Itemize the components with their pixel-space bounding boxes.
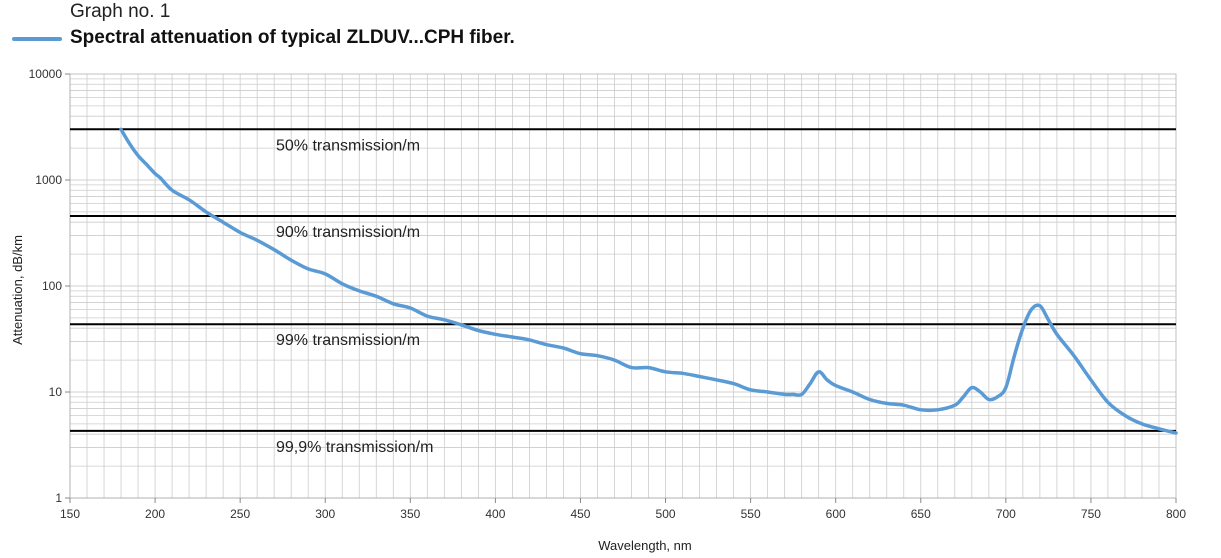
y-tick-label: 100 [42,279,62,293]
reference-line-label: 90% transmission/m [276,224,420,241]
series-group [119,127,1178,435]
reference-line-label: 50% transmission/m [276,137,420,154]
reference-line-label: 99% transmission/m [276,332,420,349]
y-axis-title: Attenuation, dB/km [10,235,25,345]
y-tick-label: 10000 [29,67,63,81]
y-tick-label: 10 [49,385,63,399]
legend-title: Spectral attenuation of typical ZLDUV...… [70,27,515,48]
x-tick-label: 600 [826,507,846,521]
x-tick-label: 550 [741,507,761,521]
reference-line-label: 99,9% transmission/m [276,439,433,456]
y-tick-label: 1000 [35,173,62,187]
x-tick-label: 800 [1166,507,1186,521]
x-axis-title: Wavelength, nm [598,538,691,553]
x-tick-label: 300 [315,507,335,521]
y-tick-label: 1 [55,491,62,505]
x-tick-label: 400 [485,507,505,521]
x-tick-label: 150 [60,507,80,521]
grid [69,73,1177,499]
legend-line-swatch [12,37,62,41]
x-tick-label: 650 [911,507,931,521]
x-tick-label: 750 [1081,507,1101,521]
tick-labels: 150 200 250 300 350 400 450 500 550 600 650 700 750 8… [29,67,1187,521]
x-tick-label: 250 [230,507,250,521]
x-tick-label: 350 [400,507,420,521]
x-tick-label: 450 [570,507,590,521]
x-tick-label: 500 [656,507,676,521]
attenuation-series-line [119,127,1178,435]
x-tick-label: 700 [996,507,1016,521]
x-tick-label: 200 [145,507,165,521]
graph-number: Graph no. 1 [70,1,171,22]
reference-lines: 50% transmission/m 90% transmission/m 99% … [70,128,1176,456]
